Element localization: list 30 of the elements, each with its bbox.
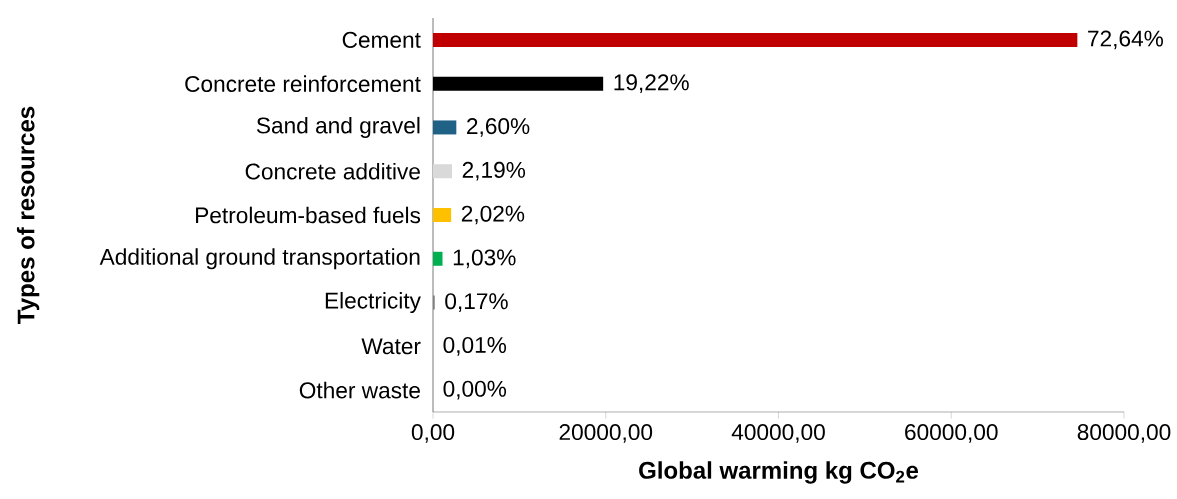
x-tick-label: 0,00: [411, 424, 455, 443]
y-tick-label: Petroleum-based fuels: [196, 206, 421, 224]
annotation: 1,03%: [453, 249, 516, 269]
annotation: 2,60%: [467, 118, 530, 137]
y-tick-label: Sand and gravel: [256, 116, 420, 139]
y-tick-label: Concrete additive: [245, 162, 420, 180]
annotation: 0,00%: [443, 380, 507, 400]
y-tick-label: Cement: [342, 31, 421, 48]
x-tick-label: 20000,00: [559, 424, 653, 443]
annotation: 0,17%: [445, 293, 508, 312]
bar: [433, 251, 443, 266]
annotation: 0,01%: [443, 336, 507, 356]
annotation: 19,22%: [614, 74, 689, 94]
y-tick-label: Additional ground transportation: [99, 248, 420, 270]
x-tick-label: 40000,00: [731, 424, 825, 443]
y-tick-label: Other waste: [299, 381, 420, 399]
y-tick-label: Electricity: [325, 292, 421, 314]
x-tick-label: 60000,00: [905, 424, 998, 443]
y-axis-title: Types of resources: [16, 106, 40, 324]
annotation: 72,64%: [1088, 30, 1164, 50]
x-tick-label: 80000,00: [1077, 424, 1171, 443]
bar: [433, 32, 1078, 47]
annotation: 2,02%: [461, 205, 525, 225]
bar: [433, 120, 457, 135]
bar: [433, 208, 452, 222]
bar: [433, 164, 453, 179]
x-axis-title: Global warming kg CO$_{2}$e: [639, 461, 919, 484]
y-tick-label: Concrete reinforcement: [185, 75, 421, 92]
annotation: 2,19%: [462, 161, 526, 181]
y-tick-label: Water: [361, 338, 421, 355]
